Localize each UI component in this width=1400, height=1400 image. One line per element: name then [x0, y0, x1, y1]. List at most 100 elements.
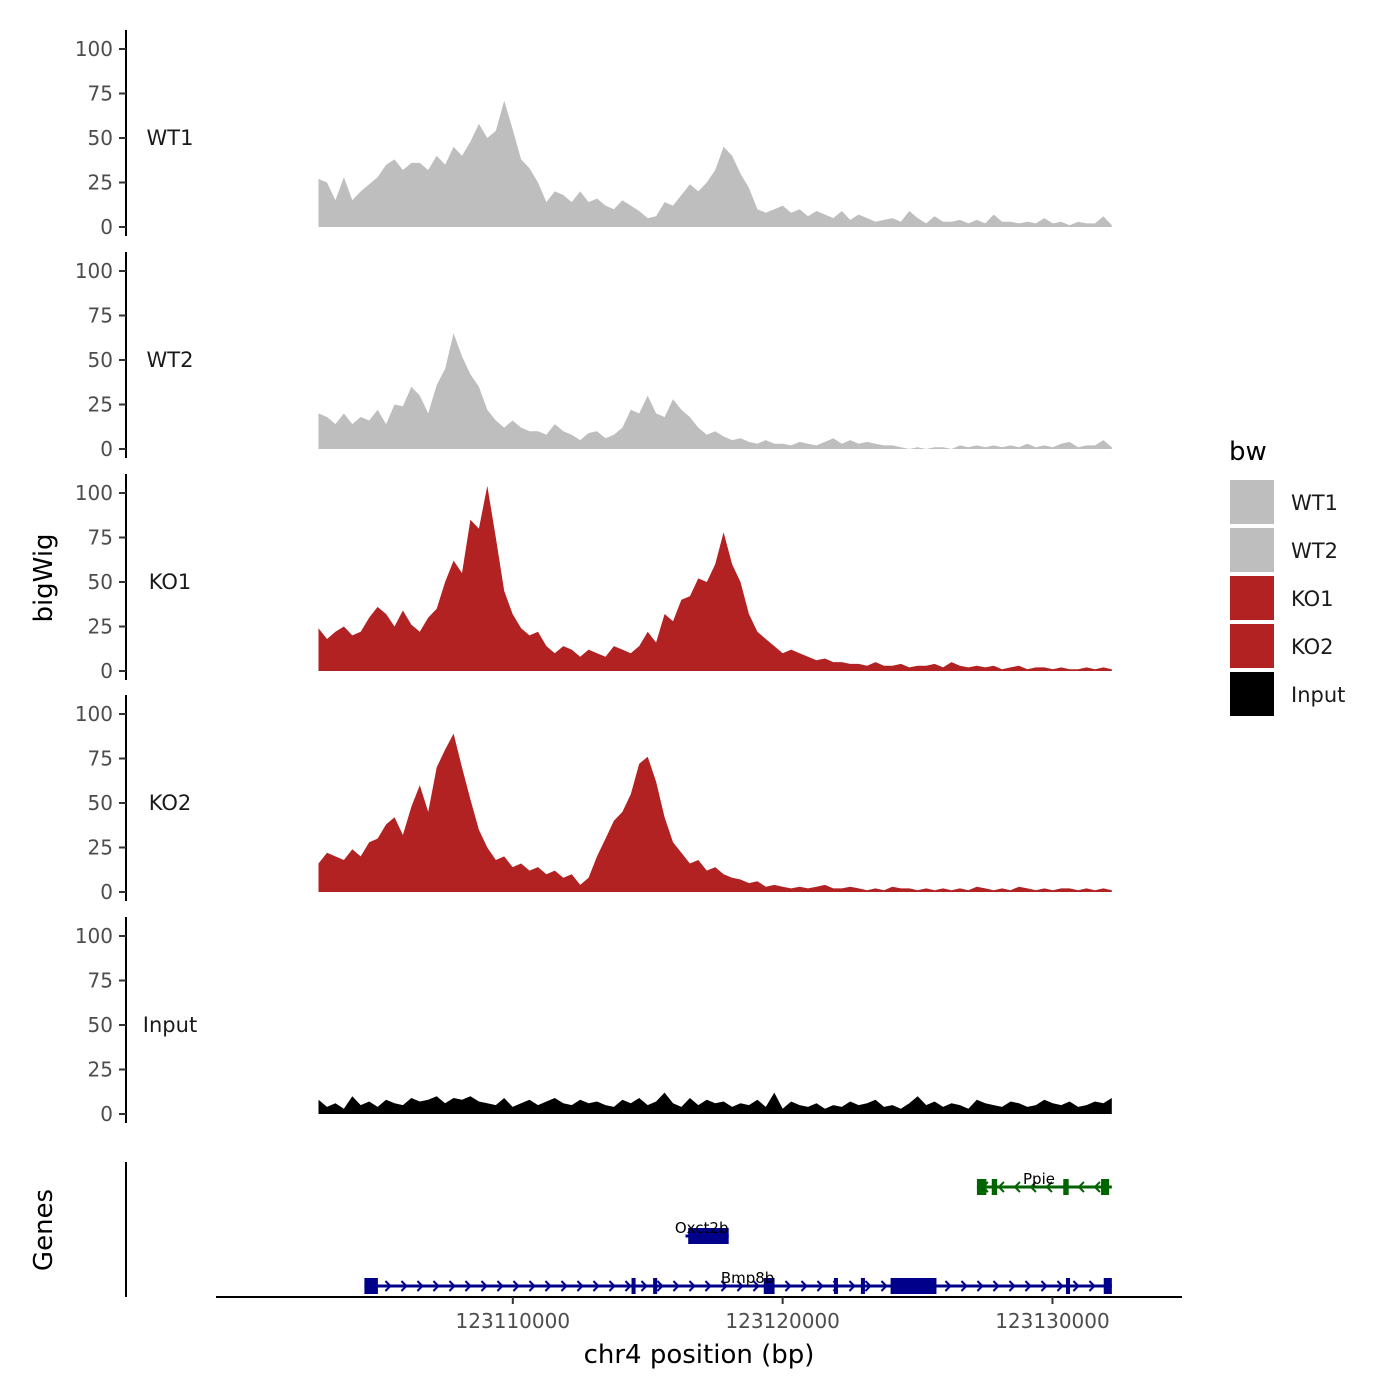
strand-arrow	[880, 1280, 888, 1292]
strand-arrow	[560, 1280, 568, 1292]
legend-item-WT1: WT1	[1230, 480, 1338, 524]
gene-name: Ppie	[1023, 1170, 1055, 1188]
strand-arrow	[512, 1280, 520, 1292]
exon	[890, 1278, 937, 1294]
strand-arrow	[1045, 1181, 1053, 1193]
exon	[976, 1179, 987, 1195]
legend-item-WT2: WT2	[1230, 528, 1338, 572]
signal-area-KO1	[318, 485, 1112, 671]
gene-annotation-panel: Ppie Oxct2b Bmp8b	[364, 1170, 1112, 1294]
y-axis-title: bigWig	[29, 533, 59, 622]
strand-arrow	[480, 1280, 488, 1292]
legend-label: Input	[1291, 683, 1345, 707]
y-tick-label: 75	[88, 82, 113, 106]
y-tick-label: 50	[88, 348, 113, 372]
legend-title: bw	[1229, 437, 1267, 467]
strand-arrow	[1008, 1280, 1016, 1292]
strand-arrow	[944, 1280, 952, 1292]
legend-label: KO2	[1291, 635, 1334, 659]
exon	[991, 1179, 998, 1195]
exon	[860, 1278, 865, 1294]
strand-arrow	[1077, 1181, 1085, 1193]
exon	[688, 1228, 729, 1244]
track-WT2: 0 25 50 75 100 WT2	[75, 252, 1112, 461]
legend-swatch	[1230, 480, 1274, 524]
strand-arrow	[816, 1280, 824, 1292]
y-tick-label: 25	[88, 836, 113, 860]
strand-arrow	[672, 1280, 680, 1292]
y-tick-label: 75	[88, 747, 113, 771]
strand-arrow	[464, 1280, 472, 1292]
legend-label: WT1	[1291, 491, 1338, 515]
track-KO1: 0 25 50 75 100 KO1	[75, 474, 1112, 683]
y-tick-label: 50	[88, 570, 113, 594]
y-tick-label: 75	[88, 969, 113, 993]
gene-name: Oxct2b	[675, 1219, 729, 1237]
signal-area-WT2	[318, 333, 1112, 449]
strand-arrow	[997, 1181, 1005, 1193]
exon	[763, 1278, 775, 1294]
y-tick-label: 25	[88, 1058, 113, 1082]
strand-arrow	[1024, 1280, 1032, 1292]
legend-label: KO1	[1291, 587, 1334, 611]
track-label: WT1	[147, 126, 194, 150]
legend-swatch	[1230, 528, 1274, 572]
exon	[364, 1278, 378, 1294]
genes-panel-title: Genes	[29, 1189, 59, 1271]
y-tick-label: 50	[88, 1013, 113, 1037]
legend-item-KO2: KO2	[1230, 624, 1334, 668]
y-tick-label: 100	[75, 37, 113, 61]
strand-arrow	[720, 1280, 728, 1292]
strand-arrow	[864, 1280, 872, 1292]
y-tick-label: 0	[100, 437, 113, 461]
strand-arrow	[976, 1280, 984, 1292]
exon	[1101, 1179, 1110, 1195]
legend-item-Input: Input	[1230, 672, 1345, 716]
legend-item-KO1: KO1	[1230, 576, 1334, 620]
track-label: KO2	[149, 791, 192, 815]
strand-arrow	[448, 1280, 456, 1292]
x-axis-title: chr4 position (bp)	[584, 1340, 815, 1370]
y-tick-label: 75	[88, 304, 113, 328]
exon	[1065, 1278, 1071, 1294]
exon	[653, 1278, 658, 1294]
x-tick-label: 123110000	[456, 1309, 571, 1333]
x-tick-label: 123130000	[995, 1309, 1110, 1333]
strand-arrow	[624, 1280, 632, 1292]
strand-arrow	[992, 1280, 1000, 1292]
strand-arrow	[544, 1280, 552, 1292]
legend-label: WT2	[1291, 539, 1338, 563]
strand-arrow	[848, 1280, 856, 1292]
strand-arrow	[704, 1280, 712, 1292]
strand-arrow	[1093, 1181, 1101, 1193]
y-tick-label: 50	[88, 126, 113, 150]
y-tick-label: 0	[100, 1102, 113, 1126]
y-tick-label: 100	[75, 481, 113, 505]
exon	[1063, 1179, 1069, 1195]
x-axis: 123110000 123120000 123130000 chr4 positio…	[216, 1296, 1182, 1370]
track-WT1: 0 25 50 75 100 WT1	[75, 30, 1112, 239]
gene-Oxct2b: Oxct2b	[675, 1219, 729, 1244]
y-tick-label: 100	[75, 702, 113, 726]
track-label: KO1	[149, 570, 192, 594]
exon	[833, 1278, 838, 1294]
strand-arrow	[384, 1280, 392, 1292]
strand-arrow	[752, 1280, 760, 1292]
strand-arrow	[576, 1280, 584, 1292]
legend-swatch	[1230, 624, 1274, 668]
signal-area-Input	[318, 1092, 1112, 1114]
y-tick-label: 0	[100, 659, 113, 683]
y-tick-label: 0	[100, 215, 113, 239]
strand-arrow	[432, 1280, 440, 1292]
signal-area-WT1	[318, 100, 1112, 227]
strand-arrow	[736, 1280, 744, 1292]
y-tick-label: 100	[75, 924, 113, 948]
track-KO2: 0 25 50 75 100 KO2	[75, 695, 1112, 904]
gene-Ppie: Ppie	[976, 1170, 1112, 1195]
legend: bw WT1 WT2 KO1 KO2 Input	[1229, 437, 1345, 716]
strand-arrow	[496, 1280, 504, 1292]
exon	[1103, 1278, 1112, 1294]
y-tick-label: 25	[88, 393, 113, 417]
gene-name: Bmp8b	[721, 1269, 775, 1287]
